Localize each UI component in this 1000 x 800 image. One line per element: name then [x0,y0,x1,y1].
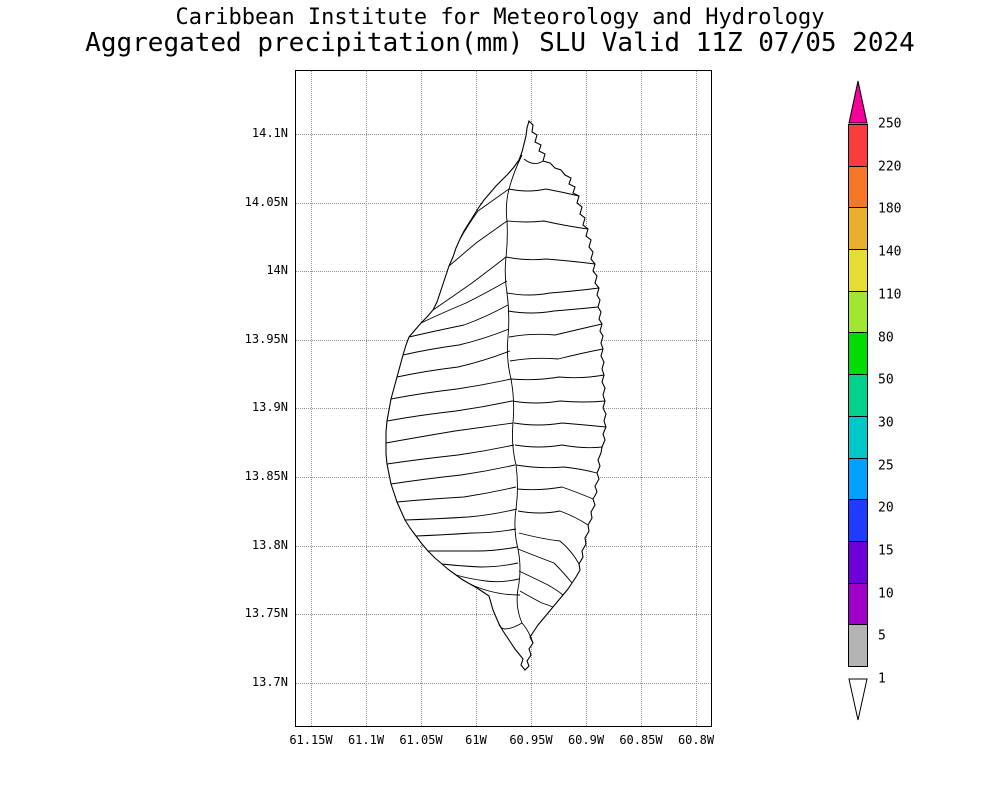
colorbar-segment [848,457,868,501]
colorbar-segment [848,582,868,626]
gridline-vertical [641,71,642,726]
colorbar-segment [848,540,868,584]
x-axis-tick-label: 61.05W [399,733,443,747]
gridline-vertical [366,71,367,726]
y-axis-tick-label: 14.05N [244,194,288,209]
colorbar-segment [848,415,868,459]
colorbar-segment [848,249,868,292]
y-axis-tick-label: 13.85N [244,469,288,483]
gridline-vertical [311,71,312,726]
colorbar-label: 220 [878,159,902,175]
y-axis-tick-label: 13.7N [251,674,288,689]
colorbar-label: 140 [878,244,902,260]
colorbar-label: 15 [878,543,894,559]
colorbar-label: 110 [878,287,902,303]
colorbar-segment [848,124,868,167]
colorbar-segment [848,165,868,209]
colorbar-label: 30 [878,415,894,431]
colorbar-segment [848,332,868,376]
page-title: Caribbean Institute for Meteorology and … [175,5,825,30]
gridline-horizontal [296,682,711,684]
colorbar-lower-arrow-icon [848,678,868,721]
y-axis-tick-label: 14.1N [251,126,288,140]
x-axis-tick-label: 60.9W [567,733,605,747]
colorbar-upper-arrow-shape [848,80,868,124]
saint-lucia-map [385,119,607,671]
colorbar-label: 50 [878,372,894,388]
x-axis-tick-label: 61.15W [289,733,333,747]
y-axis-tick-label: 13.75N [244,606,288,621]
x-axis-tick-label: 60.95W [509,733,553,747]
colorbar-label: 20 [878,500,894,516]
x-axis-tick-label: 61W [465,733,487,747]
island-outline [385,119,607,671]
colorbar-labels: 250 220 180 140 110 80 50 30 25 20 15 10 5 1 [878,80,938,740]
gridline-horizontal [296,134,711,135]
y-axis-tick-label: 13.9N [251,400,288,415]
y-axis-tick-label: 14N [266,263,288,278]
colorbar-label: 1 [878,671,886,687]
colorbar-label: 10 [878,586,894,602]
x-axis-tick-label: 60.8W [677,733,715,747]
colorbar-label: 5 [878,628,886,644]
colorbar-label: 80 [878,330,894,345]
colorbar-segments [848,124,868,667]
colorbar-segment [848,290,868,334]
colorbar-label: 25 [878,458,894,474]
y-axis-tick-label: 13.8N [251,537,288,552]
colorbar-segment [848,499,868,542]
x-axis-tick-label: 60.85W [619,733,663,747]
colorbar-label: 180 [878,201,902,217]
colorbar-segment [848,624,868,667]
colorbar-lower-arrow-shape [848,678,868,721]
colorbar-upper-arrow-icon [848,80,868,124]
plot-subtitle: Aggregated precipitation(mm) SLU Valid 1… [85,28,915,58]
colorbar-segment [848,207,868,251]
watershed-boundaries [385,154,607,644]
colorbar-label: 250 [878,116,902,132]
precipitation-colorbar: 250 220 180 140 110 80 50 30 25 20 15 10 5 1 [840,80,960,750]
x-axis-tick-label: 61.1W [347,733,385,747]
plot-area: 61.15W 61.1W 61.05W 61W 60.95W 60.9W 60.85W 60.… [245,70,714,747]
gridline-vertical [696,71,697,726]
colorbar-segment [848,374,868,417]
y-axis-tick-label: 13.95N [244,331,288,346]
